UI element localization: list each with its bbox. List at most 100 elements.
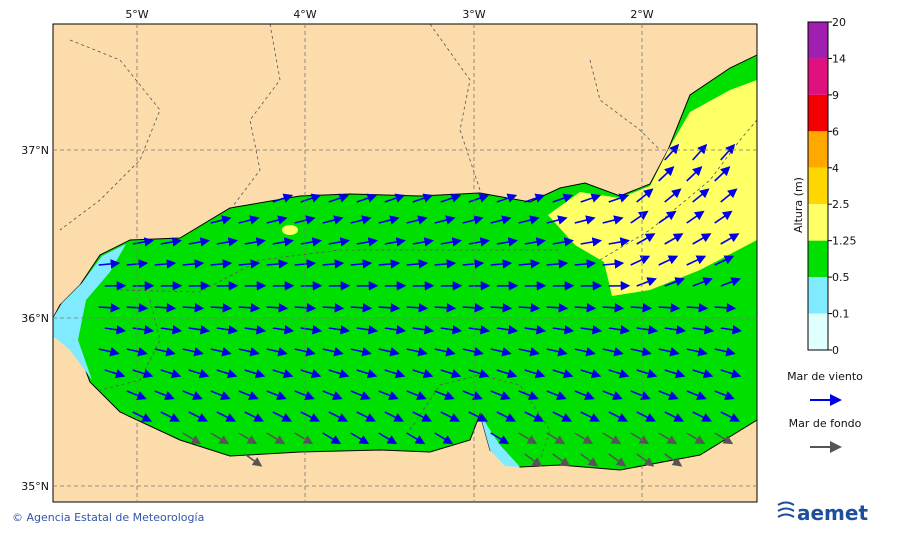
wave-arrow xyxy=(608,369,630,379)
colorbar-title: Altura (m) xyxy=(792,177,805,233)
lat-label: 35°N xyxy=(21,480,49,493)
colorbar-label: 0.1 xyxy=(832,308,850,321)
wave-arrow xyxy=(188,369,210,379)
wave-arrow xyxy=(440,325,463,335)
wave-arrow xyxy=(490,215,512,225)
wave-arrow xyxy=(658,347,680,357)
map xyxy=(53,24,757,502)
wave-arrow xyxy=(440,193,462,203)
wave-arrow xyxy=(574,215,596,225)
wave-arrow xyxy=(210,347,232,357)
colorbar: 20 14 9 6 4 2.5 1.25 0.5 0.1 0 xyxy=(807,16,857,357)
wave-arrow xyxy=(720,233,740,245)
wave-arrow xyxy=(294,390,315,400)
wave-arrow xyxy=(496,193,518,203)
colorbar-label: 0.5 xyxy=(832,271,850,284)
wave-arrow xyxy=(244,453,263,467)
wave-arrow xyxy=(182,347,204,357)
wave-arrow xyxy=(238,259,261,269)
wave-arrow xyxy=(132,237,154,247)
colorbar-label: 4 xyxy=(832,162,839,175)
lon-label: 3°W xyxy=(462,8,485,21)
wave-arrow xyxy=(636,411,657,422)
wave-arrow xyxy=(552,325,575,335)
wave-arrow xyxy=(636,233,656,245)
wave-arrow xyxy=(294,215,316,225)
wave-arrow xyxy=(574,259,597,269)
wave-arrow xyxy=(406,390,427,400)
wave-arrow xyxy=(244,411,265,422)
wave-arrow xyxy=(664,277,685,287)
wave-arrow xyxy=(406,259,429,269)
wave-arrow xyxy=(686,390,707,400)
wave-arrow xyxy=(350,215,372,225)
wave-arrow xyxy=(602,432,622,445)
wave-arrow xyxy=(552,453,571,467)
wave-arrow xyxy=(356,411,377,422)
wave-arrow xyxy=(658,432,678,445)
wave-arrow xyxy=(468,193,490,203)
wave-arrow xyxy=(692,325,715,335)
wave-arrow xyxy=(664,325,687,335)
wave-arrow xyxy=(630,432,650,445)
wave-arrow xyxy=(608,193,630,203)
wave-arrow xyxy=(496,411,517,422)
colorbar-label: 2.5 xyxy=(832,198,850,211)
wave-arrow xyxy=(496,325,519,335)
wave-arrow xyxy=(328,369,350,379)
wave-arrow xyxy=(686,166,703,182)
wave-arrow xyxy=(160,325,183,335)
wave-arrow xyxy=(546,303,569,313)
wave-arrow xyxy=(266,347,288,357)
wave-arrow xyxy=(378,259,401,269)
wave-arrow xyxy=(630,255,651,266)
wave-arrow xyxy=(182,390,203,400)
wave-arrow xyxy=(356,237,378,247)
wave-arrow xyxy=(490,259,513,269)
wave-arrow xyxy=(552,237,574,247)
wave-arrow xyxy=(188,237,210,247)
wave-arrow xyxy=(412,237,434,247)
legend: Mar de viento Mar de fondo xyxy=(787,370,863,453)
wave-arrow xyxy=(580,411,601,422)
low-waves xyxy=(480,414,520,467)
wave-arrow xyxy=(434,347,456,357)
wave-arrow xyxy=(686,255,707,266)
wave-arrow xyxy=(210,303,233,313)
wave-arrow xyxy=(518,390,539,400)
wave-arrow xyxy=(300,411,321,422)
wave-arrow xyxy=(664,369,686,379)
wave-arrow xyxy=(636,453,655,467)
wave-arrow xyxy=(266,303,289,313)
wave-arrow xyxy=(658,390,679,400)
wave-arrow xyxy=(440,411,461,422)
wave-arrow xyxy=(462,215,484,225)
colorbar-label: 9 xyxy=(832,89,839,102)
wave-arrow xyxy=(636,188,654,203)
wave-arrow xyxy=(580,325,603,335)
wave-arrow xyxy=(574,390,595,400)
wave-arrow xyxy=(132,369,154,379)
wave-arrow xyxy=(412,193,434,203)
wave-arrow xyxy=(692,233,712,245)
wave-arrow xyxy=(602,259,625,269)
wave-arrow xyxy=(434,215,456,225)
wave-arrow xyxy=(322,432,342,445)
wave-arrow xyxy=(608,411,629,422)
wave-arrow xyxy=(518,303,541,313)
wave-arrow xyxy=(692,277,713,287)
wave-arrow xyxy=(272,237,294,247)
wave-arrow xyxy=(462,259,485,269)
wave-arrow xyxy=(496,237,518,247)
wave-arrow xyxy=(356,193,378,203)
wave-arrow xyxy=(720,277,741,287)
wave-arrow xyxy=(294,432,314,445)
colorbar-band xyxy=(808,204,828,241)
wave-arrow xyxy=(98,303,121,313)
colorbar-band xyxy=(808,58,828,95)
wave-arrow xyxy=(462,303,485,313)
wave-arrow xyxy=(350,303,373,313)
wave-arrow xyxy=(692,411,713,422)
wave-arrow xyxy=(154,347,176,357)
wave-arrow xyxy=(322,259,345,269)
